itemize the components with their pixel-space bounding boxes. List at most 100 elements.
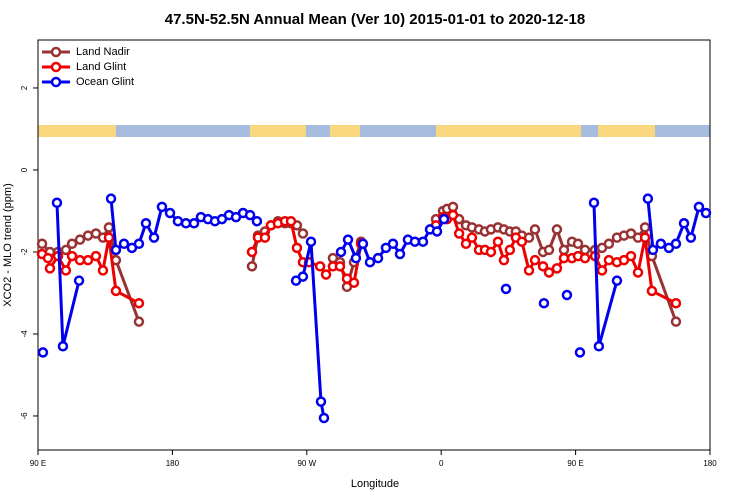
data-point bbox=[504, 244, 516, 256]
data-point bbox=[133, 238, 145, 250]
data-point bbox=[105, 193, 117, 204]
data-point bbox=[133, 316, 145, 327]
data-point bbox=[348, 277, 360, 288]
data-point bbox=[498, 254, 510, 266]
data-point bbox=[693, 201, 705, 213]
legend-label: Land Nadir bbox=[76, 46, 130, 58]
data-point bbox=[537, 261, 549, 272]
y-axis-label: XCO2 - MLO trend (ppm) bbox=[2, 183, 14, 306]
legend-marker bbox=[50, 61, 62, 73]
x-tick-label: 180 bbox=[166, 459, 180, 468]
y-tick-label: -6 bbox=[20, 412, 29, 420]
data-point bbox=[431, 226, 443, 237]
data-point bbox=[655, 238, 667, 250]
data-point bbox=[516, 236, 528, 247]
data-point bbox=[188, 218, 200, 229]
data-point bbox=[305, 236, 317, 247]
legend-label: Ocean Glint bbox=[76, 76, 134, 88]
data-point bbox=[66, 238, 78, 250]
data-point bbox=[364, 256, 376, 268]
data-point bbox=[51, 197, 63, 209]
data-point bbox=[588, 197, 600, 209]
y-tick-label: -2 bbox=[20, 248, 29, 256]
data-point bbox=[670, 238, 682, 250]
data-point bbox=[90, 250, 102, 262]
data-point bbox=[670, 316, 682, 327]
data-point bbox=[593, 341, 605, 352]
y-tick-label: 2 bbox=[20, 85, 29, 90]
y-tick-label: 0 bbox=[20, 167, 29, 172]
data-point bbox=[561, 289, 573, 301]
data-point bbox=[140, 218, 152, 229]
legend-marker bbox=[50, 46, 62, 58]
data-point bbox=[632, 267, 644, 278]
data-point bbox=[647, 244, 659, 256]
data-point bbox=[148, 232, 160, 243]
data-point bbox=[156, 201, 168, 213]
data-point bbox=[685, 232, 697, 243]
data-point bbox=[538, 297, 550, 309]
data-point bbox=[74, 254, 86, 266]
data-point bbox=[485, 246, 497, 258]
data-point bbox=[357, 238, 369, 250]
data-point bbox=[57, 341, 69, 352]
data-point bbox=[700, 207, 712, 219]
data-point bbox=[42, 252, 54, 264]
data-point bbox=[285, 215, 297, 227]
series bbox=[36, 209, 682, 309]
data-point bbox=[572, 238, 584, 250]
data-point bbox=[447, 201, 459, 213]
series bbox=[36, 201, 682, 327]
data-point bbox=[314, 261, 326, 272]
data-point bbox=[543, 244, 555, 256]
data-point bbox=[180, 218, 192, 229]
data-point bbox=[103, 222, 115, 233]
data-point bbox=[551, 263, 563, 274]
x-tick-label: 0 bbox=[439, 459, 444, 468]
data-point bbox=[73, 275, 85, 286]
data-point bbox=[460, 238, 472, 250]
data-point bbox=[259, 232, 271, 243]
chart-title: 47.5N-52.5N Annual Mean (Ver 10) 2015-01… bbox=[165, 11, 585, 28]
data-point bbox=[438, 213, 450, 225]
legend-marker bbox=[50, 76, 62, 88]
land-mask-strip bbox=[38, 125, 710, 137]
data-point bbox=[246, 246, 258, 258]
data-point bbox=[642, 193, 654, 204]
data-point bbox=[44, 263, 56, 274]
data-point bbox=[543, 267, 555, 278]
data-point bbox=[574, 347, 586, 358]
data-point bbox=[466, 232, 478, 243]
data-point bbox=[558, 244, 570, 256]
data-point bbox=[372, 252, 384, 264]
data-point bbox=[387, 238, 399, 250]
data-point bbox=[603, 254, 615, 266]
data-point bbox=[82, 254, 94, 266]
data-point bbox=[118, 238, 130, 250]
data-point bbox=[611, 275, 623, 286]
data-point bbox=[500, 283, 512, 295]
data-point bbox=[110, 285, 122, 297]
data-point bbox=[36, 238, 48, 250]
data-point bbox=[492, 236, 504, 247]
x-axis-label: Longitude bbox=[351, 478, 399, 490]
data-point bbox=[596, 265, 608, 276]
data-point bbox=[97, 265, 109, 276]
data-point bbox=[110, 244, 122, 256]
data-point bbox=[670, 297, 682, 309]
x-tick-label: 180 bbox=[703, 459, 717, 468]
data-point bbox=[164, 207, 176, 219]
data-point bbox=[60, 244, 72, 256]
data-point bbox=[639, 232, 651, 243]
data-point bbox=[646, 285, 658, 297]
data-point bbox=[318, 412, 330, 424]
data-point bbox=[172, 215, 184, 227]
series-line bbox=[55, 198, 707, 419]
data-point bbox=[297, 271, 309, 282]
data-point bbox=[66, 250, 78, 262]
data-point bbox=[103, 232, 115, 243]
data-point bbox=[291, 242, 303, 254]
data-point bbox=[244, 209, 256, 221]
data-point bbox=[579, 252, 591, 264]
series bbox=[37, 193, 712, 424]
